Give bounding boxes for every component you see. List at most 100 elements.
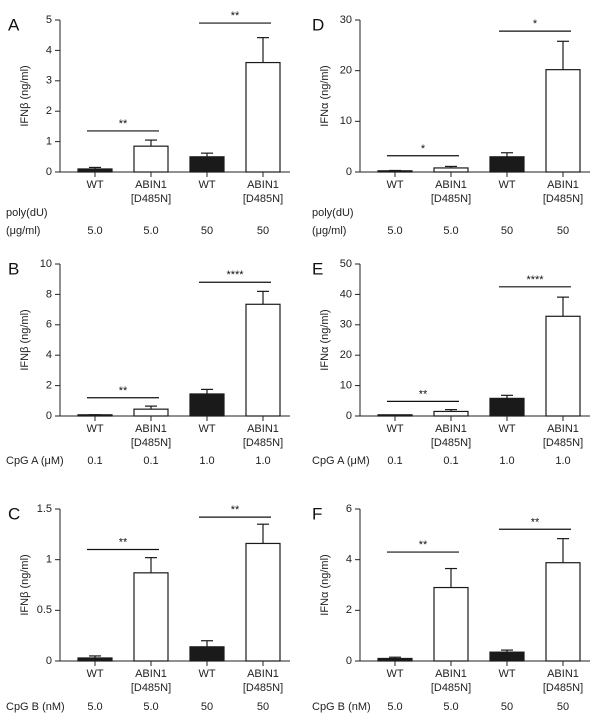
bar (545, 562, 581, 662)
x-tick-label: WT (198, 423, 215, 435)
bar (245, 61, 281, 173)
condition-label: CpG B (nM) (312, 701, 371, 713)
condition-value: 0.1 (87, 455, 102, 467)
panel-letter: D (312, 15, 324, 34)
x-tick-label: [D485N] (131, 682, 171, 694)
condition-value: 50 (501, 701, 513, 713)
significance-label: ** (119, 385, 128, 397)
y-tick-label: 0 (46, 410, 52, 422)
x-tick-label: [D485N] (543, 193, 583, 205)
y-tick-label: 1.5 (37, 503, 52, 515)
condition-value: 50 (257, 225, 269, 237)
condition-value: 1.0 (255, 455, 270, 467)
condition-value: 0.1 (387, 455, 402, 467)
y-tick-label: 10 (340, 115, 352, 127)
x-tick-label: [D485N] (131, 437, 171, 449)
significance-label: ** (419, 388, 428, 400)
y-axis-label: IFNα (ng/ml) (319, 309, 331, 370)
significance-label: ** (419, 539, 428, 551)
x-tick-label: [D485N] (543, 682, 583, 694)
bar (133, 145, 169, 173)
condition-value: 50 (201, 701, 213, 713)
condition-value: 50 (257, 701, 269, 713)
significance-label: **** (526, 274, 544, 286)
condition-label: CpG A (μM) (6, 455, 64, 467)
y-tick-label: 20 (340, 349, 352, 361)
x-tick-label: ABIN1 (547, 179, 579, 191)
y-tick-label: 4 (46, 349, 52, 361)
bar (545, 315, 581, 417)
y-tick-label: 0 (346, 655, 352, 667)
condition-label: CpG B (nM) (6, 701, 65, 713)
condition-value: 5.0 (143, 701, 158, 713)
panel-letter: A (8, 15, 20, 34)
y-axis-label: IFNβ (ng/ml) (19, 309, 31, 370)
panel-C: C 0 0.5 1 1.5 IFNβ (ng/ml) WT 5.0 ABIN1 [D485N] 5.… (6, 503, 290, 713)
bar (245, 303, 281, 417)
condition-label: poly(dU) (6, 207, 48, 219)
significance-label: * (421, 143, 426, 155)
bar (433, 586, 469, 662)
y-axis-label: IFNα (ng/ml) (319, 554, 331, 615)
condition-value: 50 (557, 701, 569, 713)
condition-value: 1.0 (555, 455, 570, 467)
bar (189, 393, 225, 417)
x-tick-label: [D485N] (243, 682, 283, 694)
y-tick-label: 0 (346, 410, 352, 422)
y-tick-label: 10 (40, 258, 52, 270)
y-tick-label: 30 (340, 14, 352, 26)
significance-label: ** (119, 537, 128, 549)
condition-value: 0.1 (443, 455, 458, 467)
significance-label: ** (231, 10, 240, 22)
condition-value: 50 (557, 225, 569, 237)
x-tick-label: [D485N] (131, 193, 171, 205)
panel-B: B 0 2 4 6 8 10 IFNβ (ng/ml) WT 0.1 ABIN1 [D485N] 0.1… (6, 258, 290, 467)
bar (545, 69, 581, 173)
panel-letter: C (8, 504, 20, 523)
bar (489, 397, 525, 417)
x-tick-label: ABIN1 (435, 423, 467, 435)
x-tick-label: [D485N] (543, 437, 583, 449)
significance-label: ** (119, 118, 128, 130)
y-tick-label: 8 (46, 288, 52, 300)
condition-value: 50 (201, 225, 213, 237)
x-tick-label: ABIN1 (435, 179, 467, 191)
x-tick-label: ABIN1 (135, 668, 167, 680)
y-tick-label: 0 (46, 655, 52, 667)
x-tick-label: WT (498, 423, 515, 435)
panel-D: D 0 10 20 30 IFNα (ng/ml) WT 5.0 ABIN1 [D485N] 5.0… (312, 14, 590, 237)
y-tick-label: 1 (46, 554, 52, 566)
x-tick-label: WT (86, 179, 103, 191)
y-tick-label: 10 (340, 380, 352, 392)
x-tick-label: WT (86, 423, 103, 435)
y-tick-label: 2 (346, 604, 352, 616)
panel-letter: B (8, 259, 19, 278)
x-tick-label: [D485N] (431, 682, 471, 694)
condition-label: (μg/ml) (312, 225, 346, 237)
panel-F: F 0 2 4 6 IFNα (ng/ml) WT 5.0 ABIN1 [D485N] 5.0 WT 5… (312, 503, 590, 713)
x-tick-label: ABIN1 (547, 423, 579, 435)
significance-label: **** (226, 269, 244, 281)
y-tick-label: 50 (340, 258, 352, 270)
x-tick-label: WT (498, 668, 515, 680)
x-tick-label: [D485N] (431, 437, 471, 449)
x-tick-label: ABIN1 (135, 179, 167, 191)
x-tick-label: WT (86, 668, 103, 680)
bar (189, 156, 225, 173)
x-tick-label: WT (198, 179, 215, 191)
bar (433, 167, 469, 173)
x-tick-label: ABIN1 (135, 423, 167, 435)
condition-value: 5.0 (387, 701, 402, 713)
condition-label: poly(dU) (312, 207, 354, 219)
x-tick-label: ABIN1 (247, 668, 279, 680)
bar (433, 410, 469, 417)
y-tick-label: 0 (346, 166, 352, 178)
bar (189, 646, 225, 662)
panel-E: E 0 10 20 30 40 50 IFNα (ng/ml) WT 0.1 ABIN1 [D485N… (312, 258, 590, 467)
bar (245, 542, 281, 662)
significance-label: ** (231, 504, 240, 516)
x-tick-label: [D485N] (243, 437, 283, 449)
y-axis-label: IFNβ (ng/ml) (19, 554, 31, 615)
y-tick-label: 6 (46, 319, 52, 331)
